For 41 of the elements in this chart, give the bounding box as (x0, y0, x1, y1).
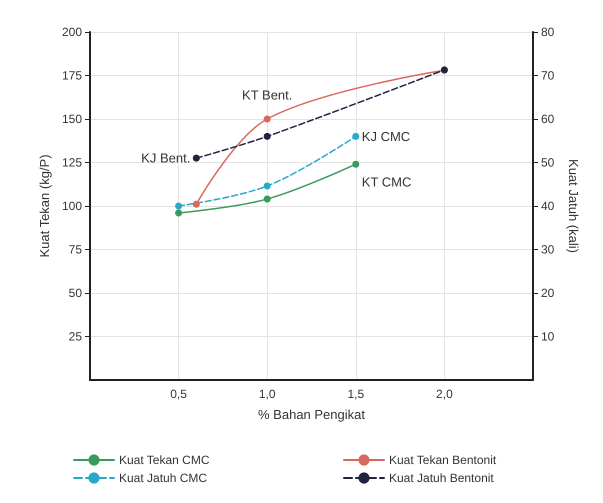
y-tick-label: 175 (62, 68, 82, 82)
point (192, 200, 200, 208)
legend-label: Kuat Tekan Bentonit (389, 453, 497, 467)
point (264, 116, 271, 122)
point (192, 154, 200, 162)
legend-label: Kuat Jatuh CMC (119, 471, 208, 485)
y2-tick-label: 30 (541, 242, 555, 256)
y2-tick-label: 70 (541, 68, 555, 82)
y2-tick-label: 10 (541, 330, 555, 344)
point (352, 132, 360, 140)
x-tick-label: 2,0 (436, 387, 454, 401)
annotation: KJ Bent. (141, 150, 190, 166)
x-tick-label: 1,0 (258, 387, 276, 401)
y-tick-label: 100 (62, 199, 82, 213)
point (264, 132, 271, 140)
point (352, 160, 360, 168)
point (264, 196, 271, 203)
y-tick-label: 150 (62, 112, 82, 126)
annotation: KT Bent. (242, 88, 292, 102)
y-tick-label: 125 (62, 156, 82, 170)
y2-tick-label: 40 (541, 199, 555, 213)
y2-tick-label: 20 (541, 286, 555, 300)
y2-tick-label: 60 (541, 112, 555, 126)
annotation: KJ CMC (362, 128, 410, 144)
y2-axis-title: Kuat Jatuh (kali) (566, 159, 581, 253)
y-tick-label: 75 (68, 242, 82, 256)
legend-label: Kuat Jatuh Bentonit (389, 471, 494, 485)
point (175, 209, 182, 216)
y-tick-label: 25 (68, 330, 82, 344)
point (264, 182, 271, 190)
x-tick-label: 1,5 (347, 387, 364, 401)
y-tick-label: 200 (62, 25, 82, 39)
y-tick-label: 50 (68, 286, 82, 300)
x-axis-title: % Bahan Pengikat (258, 407, 366, 422)
y2-tick-label: 50 (541, 156, 555, 170)
legend-label: Kuat Tekan CMC (119, 453, 210, 467)
y2-tick-label: 80 (541, 25, 555, 39)
y-axis-title: Kuat Tekan (kg/P) (37, 154, 52, 258)
annotation: KT CMC (362, 174, 412, 190)
x-tick-label: 0,5 (170, 387, 188, 401)
point (175, 202, 182, 210)
